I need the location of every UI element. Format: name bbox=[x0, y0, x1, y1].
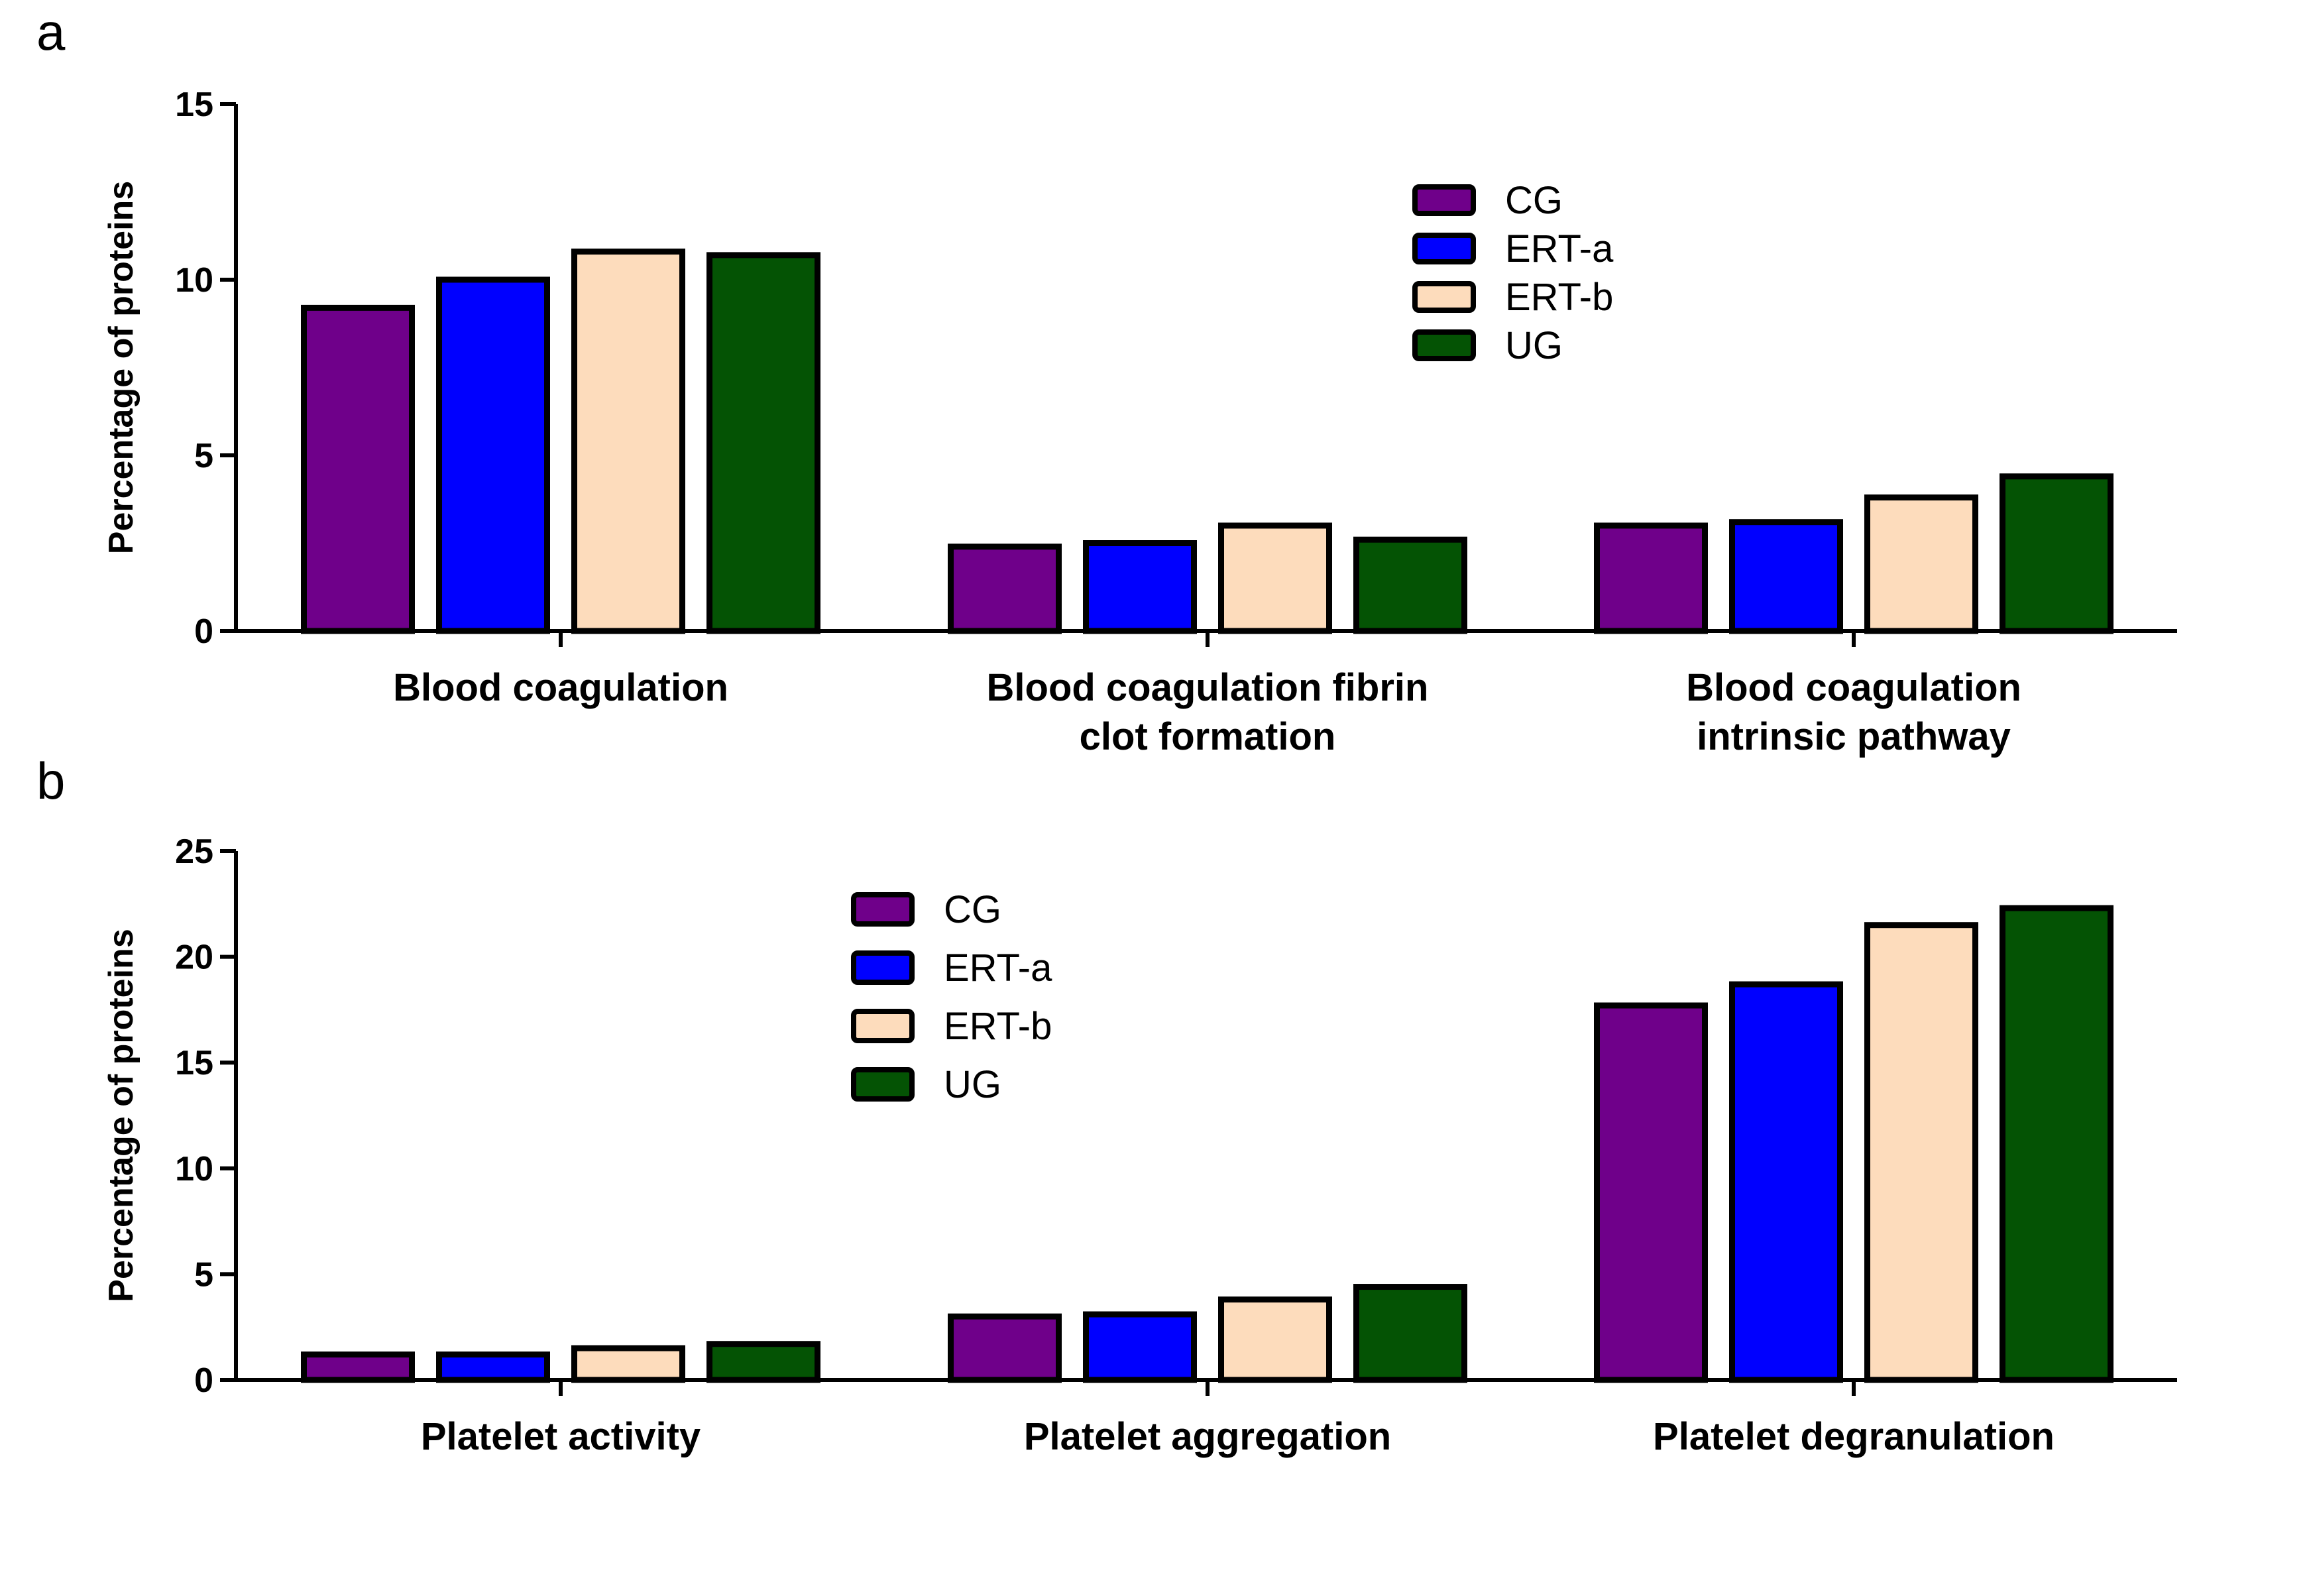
bar-ert-a-1 bbox=[436, 1351, 550, 1383]
y-tick-label: 5 bbox=[194, 437, 213, 475]
category-label-line: Blood coagulation bbox=[393, 666, 728, 709]
legend-swatch-ert-b bbox=[851, 1009, 915, 1043]
bar-cg-2 bbox=[948, 543, 1062, 634]
bar-ug-3 bbox=[2000, 905, 2114, 1383]
legend-swatch-cg bbox=[851, 892, 915, 927]
y-tick-label: 0 bbox=[194, 1361, 213, 1400]
y-tick-label: 15 bbox=[175, 86, 213, 124]
y-tick-label: 0 bbox=[194, 612, 213, 651]
y-tick-label: 25 bbox=[175, 832, 213, 871]
bar-ert-a-3 bbox=[1729, 519, 1843, 634]
legend-label-ug: UG bbox=[1505, 324, 1563, 367]
legend-label-ug: UG bbox=[944, 1063, 1001, 1106]
bar-ug-1 bbox=[706, 252, 820, 634]
legend-swatch-ug bbox=[851, 1067, 915, 1102]
chart-panel-b: b Percentage of proteins 0 5 10 15 20 25 Platele… bbox=[36, 752, 2177, 1458]
bar-ert-b-3 bbox=[1864, 494, 1978, 634]
bar-ert-b-2 bbox=[1218, 1296, 1332, 1383]
category-label-line: Blood coagulation fibrin bbox=[987, 666, 1429, 709]
legend-swatch-ert-a bbox=[851, 950, 915, 985]
bar-ert-a-3 bbox=[1729, 981, 1843, 1383]
bar-ug-2 bbox=[1353, 536, 1467, 634]
category-label: Platelet degranulation bbox=[1653, 1415, 2055, 1458]
legend: CG ERT-a ERT-b UG bbox=[1412, 179, 1614, 367]
y-tick-label: 15 bbox=[175, 1044, 213, 1082]
bar-ug-1 bbox=[706, 1341, 820, 1383]
legend-swatch-ug bbox=[1412, 329, 1476, 361]
bar-ert-b-1 bbox=[571, 249, 685, 634]
bar-cg-3 bbox=[1594, 1002, 1708, 1383]
bar-ert-b-2 bbox=[1218, 522, 1332, 634]
legend-label-ert-b: ERT-b bbox=[1505, 276, 1613, 319]
y-axis-label: Percentage of proteins bbox=[102, 929, 141, 1302]
y-tick-label: 5 bbox=[194, 1255, 213, 1294]
category-label: Platelet activity bbox=[421, 1415, 701, 1458]
category-label-line: clot formation bbox=[1080, 715, 1336, 758]
bar-cg-1 bbox=[301, 304, 415, 634]
legend-swatch-ert-a bbox=[1412, 233, 1476, 264]
bar-ert-a-2 bbox=[1083, 540, 1197, 634]
panel-label: b bbox=[36, 752, 65, 810]
bar-ug-2 bbox=[1353, 1284, 1467, 1383]
legend-label-cg: CG bbox=[944, 888, 1001, 931]
category-label: Blood coagulation bbox=[393, 666, 728, 709]
panel-label: a bbox=[36, 3, 66, 61]
y-tick-label: 10 bbox=[175, 261, 213, 300]
category-label-line: Platelet aggregation bbox=[1024, 1415, 1391, 1458]
legend-label-ert-a: ERT-a bbox=[944, 946, 1052, 990]
category-label-line: intrinsic pathway bbox=[1697, 715, 2011, 758]
bar-ert-b-1 bbox=[571, 1345, 685, 1383]
legend-swatch-ert-b bbox=[1412, 281, 1476, 313]
y-tick-label: 10 bbox=[175, 1150, 213, 1188]
category-label-line: Blood coagulation bbox=[1686, 666, 2021, 709]
legend-label-ert-b: ERT-b bbox=[944, 1005, 1052, 1048]
bar-cg-3 bbox=[1594, 522, 1708, 634]
legend-label-ert-a: ERT-a bbox=[1505, 227, 1614, 270]
bar-cg-1 bbox=[301, 1351, 415, 1383]
category-label-line: Platelet degranulation bbox=[1653, 1415, 2055, 1458]
category-label-line: Platelet activity bbox=[421, 1415, 701, 1458]
category-label: Platelet aggregation bbox=[1024, 1415, 1391, 1458]
legend-label-cg: CG bbox=[1505, 179, 1563, 222]
chart-panel-a: a Percentage of proteins 0 5 10 15 Blood coagu… bbox=[36, 3, 2177, 758]
bar-ug-3 bbox=[2000, 473, 2114, 634]
y-axis-label: Percentage of proteins bbox=[102, 181, 141, 554]
category-label: Blood coagulation fibrin clot formation bbox=[987, 666, 1429, 758]
y-tick-label: 20 bbox=[175, 939, 213, 977]
category-label: Blood coagulation intrinsic pathway bbox=[1686, 666, 2021, 758]
bar-ert-a-2 bbox=[1083, 1311, 1197, 1383]
legend-swatch-cg bbox=[1412, 184, 1476, 216]
bar-cg-2 bbox=[948, 1313, 1062, 1383]
bar-ert-a-1 bbox=[436, 276, 550, 634]
legend: CG ERT-a ERT-b UG bbox=[851, 888, 1052, 1106]
bar-ert-b-3 bbox=[1864, 922, 1978, 1383]
